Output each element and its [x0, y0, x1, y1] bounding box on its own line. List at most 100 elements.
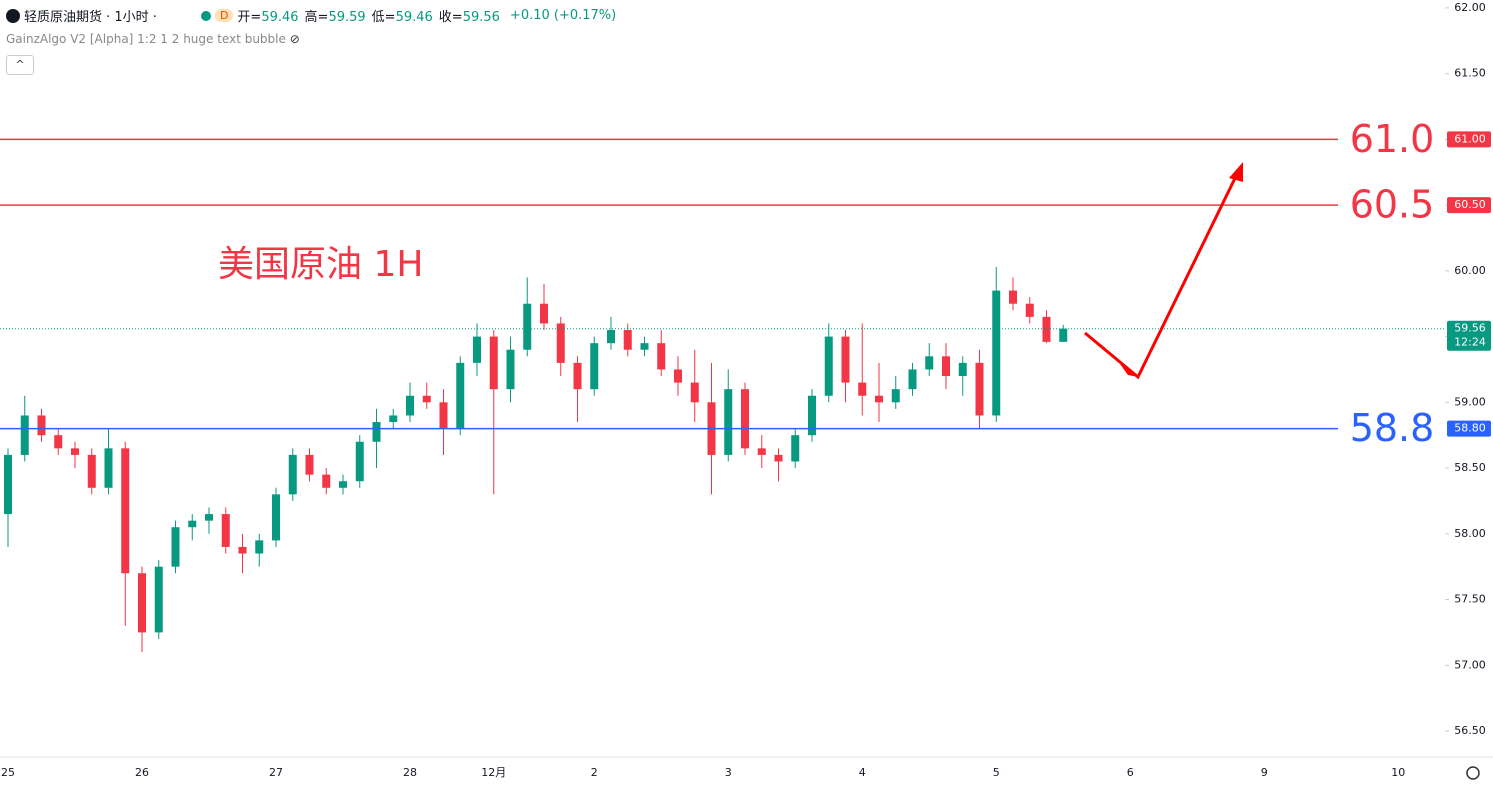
y-tick-label: 61.50: [1454, 67, 1486, 80]
x-tick-label: 5: [993, 766, 1000, 779]
candle-body: [121, 448, 130, 574]
candle-body: [473, 336, 481, 363]
candle-body: [523, 303, 532, 350]
y-tick-label: 57.50: [1454, 593, 1486, 606]
indicator: GainzAlgo V2 [Alpha] 1:2 1 2 huge text b…: [6, 32, 300, 46]
candle-body: [372, 422, 381, 442]
arrow-joint: [1120, 364, 1138, 377]
last-price-label: 59.56: [1454, 322, 1486, 335]
indicator-label: GainzAlgo V2 [Alpha] 1:2 1 2 huge text b…: [6, 32, 286, 46]
candle-body: [908, 369, 917, 390]
candle-body: [37, 415, 46, 436]
candle-body: [975, 362, 984, 416]
y-tick-label: 57.00: [1454, 658, 1486, 671]
candle-body: [339, 481, 347, 488]
candle-body: [104, 448, 113, 488]
candle-body: [540, 303, 548, 324]
symbol-icon: [6, 8, 20, 23]
candle-body: [791, 435, 800, 462]
candle-body: [942, 356, 950, 377]
candle-body: [690, 382, 699, 403]
candle-body: [875, 395, 883, 403]
x-tick-label: 28: [403, 766, 417, 779]
x-tick-label: 2: [591, 766, 598, 779]
quote-label: 收=: [438, 10, 463, 25]
level-badge-label: 61.00: [1454, 132, 1486, 145]
candle-body: [406, 395, 414, 416]
candle-body: [657, 343, 666, 370]
y-tick-label: 62.00: [1454, 1, 1486, 14]
candle-body: [858, 382, 867, 396]
candle-body: [607, 330, 615, 344]
x-tick-label: 10: [1391, 766, 1405, 779]
level-badge: [1447, 420, 1491, 437]
level-label: 60.5: [1350, 183, 1435, 227]
x-tick-label: 26: [135, 766, 149, 779]
collapse-button[interactable]: ^: [6, 55, 34, 75]
candle-body: [272, 494, 280, 541]
candle-body: [590, 343, 599, 390]
change: +0.10 (+0.17%): [509, 8, 617, 23]
candle-body: [305, 454, 314, 475]
quote-label: 高=: [304, 10, 329, 25]
y-tick-label: 58.50: [1454, 461, 1486, 474]
candle-body: [439, 402, 448, 429]
settings-icon[interactable]: [1466, 766, 1480, 780]
y-tick-label: 60.00: [1454, 264, 1486, 277]
candle-body: [1025, 303, 1034, 317]
candle-body: [389, 415, 398, 423]
candle-body: [71, 448, 79, 455]
candle-body: [741, 389, 749, 449]
level-badge: [1447, 131, 1491, 148]
candle-body: [824, 336, 833, 396]
session-badge: D: [214, 9, 234, 22]
candle-body: [674, 369, 682, 383]
candle-body: [774, 454, 783, 462]
x-tick-label: 6: [1127, 766, 1134, 779]
last-price-badge: [1447, 320, 1491, 351]
quote-value: 59.56: [462, 10, 500, 25]
x-tick-label: 9: [1261, 766, 1268, 779]
candle-body: [221, 514, 230, 547]
candle-body: [1009, 290, 1017, 304]
candle-body: [205, 514, 213, 521]
candle-body: [958, 362, 967, 377]
y-tick-label: 58.00: [1454, 527, 1486, 540]
x-tick-label: 3: [725, 766, 732, 779]
arrow-head: [1229, 162, 1243, 182]
level-badge-label: 58.80: [1454, 422, 1486, 435]
quote-value: 59.46: [261, 10, 299, 25]
candle-body: [724, 389, 733, 455]
level-label: 58.8: [1350, 406, 1435, 450]
candle-body: [1042, 316, 1051, 342]
quote: 开=59.46 高=59.59 低=59.46 收=59.56: [237, 6, 506, 25]
quote-label: 低=: [371, 10, 396, 25]
x-tick-label: 25: [1, 766, 15, 779]
level-badge-label: 60.50: [1454, 198, 1486, 211]
candle-body: [138, 573, 146, 633]
candle-body: [623, 330, 632, 350]
candle-body: [4, 454, 12, 515]
candle-body: [20, 415, 29, 455]
candle-body: [1059, 328, 1068, 342]
quote-value: 59.46: [395, 10, 433, 25]
countdown: 12:24: [1454, 336, 1486, 349]
arrow: [1084, 167, 1242, 380]
header: 轻质原油期货 · 1小时 · D 开=59.46 高=59.59 低=59.46 收=…: [6, 6, 620, 25]
candle-body: [573, 362, 582, 390]
candle-body: [238, 546, 247, 554]
candle-body: [171, 527, 180, 567]
candle-body: [506, 349, 515, 390]
candle-body: [556, 323, 565, 363]
candle-body: [422, 395, 431, 403]
candle-body: [489, 336, 498, 390]
candle-body: [757, 448, 766, 455]
candle-body: [288, 454, 297, 495]
candle-body: [925, 356, 934, 370]
candle-body: [841, 336, 850, 383]
x-tick-label: 12月: [481, 766, 506, 779]
quote-label: 开=: [237, 10, 262, 25]
